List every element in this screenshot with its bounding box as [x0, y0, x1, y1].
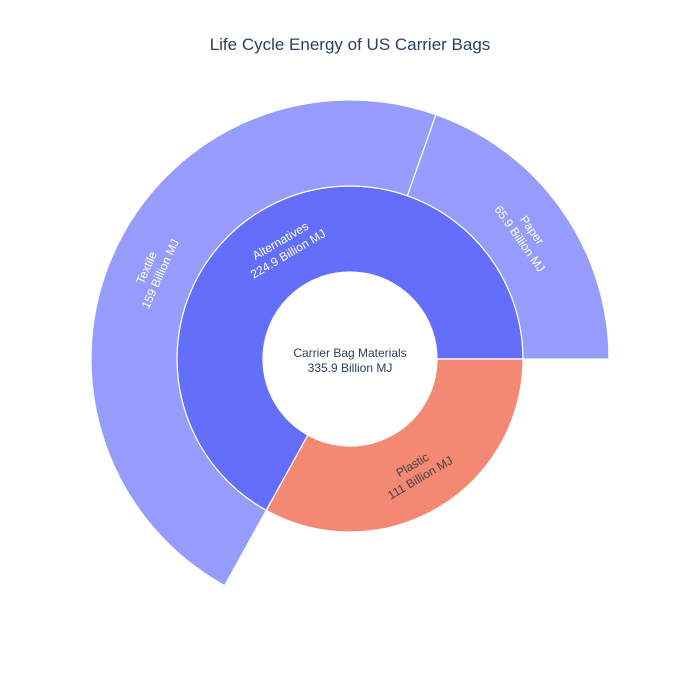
segment-plastic[interactable] — [265, 358, 524, 533]
segment-paper[interactable] — [406, 113, 610, 360]
root-label-name: Carrier Bag Materials — [293, 346, 406, 360]
sunburst-segments — [90, 99, 610, 587]
root-label-value: 335.9 Billion MJ — [308, 361, 393, 375]
segment-textile[interactable] — [90, 99, 437, 587]
chart-title: Life Cycle Energy of US Carrier Bags — [210, 35, 491, 54]
root-label: Carrier Bag Materials 335.9 Billion MJ — [293, 346, 406, 375]
